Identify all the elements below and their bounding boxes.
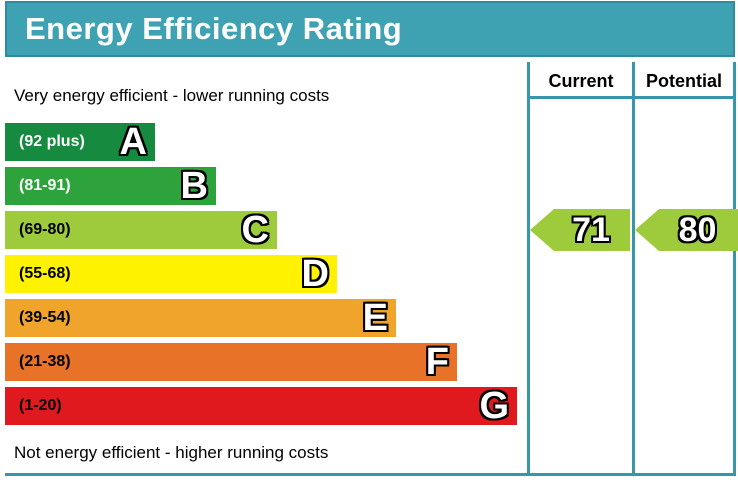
band-f-letter: F — [425, 341, 449, 383]
potential-rating-arrow: 80 — [635, 209, 738, 251]
divider-current-left — [527, 62, 530, 476]
chart-title: Energy Efficiency Rating — [25, 11, 403, 46]
band-c-range: (69-80) — [19, 221, 71, 238]
divider-potential-left — [632, 62, 635, 476]
caption-very-efficient: Very energy efficient - lower running co… — [14, 86, 330, 105]
band-a-range: (92 plus) — [19, 133, 85, 150]
chart-title-bar: Energy Efficiency Rating — [5, 1, 735, 57]
divider-right-border — [733, 62, 736, 476]
band-a: (92 plus) A — [5, 123, 155, 161]
column-header-current: Current — [548, 70, 614, 91]
band-b-range: (81-91) — [19, 177, 71, 194]
divider-header-bottom — [527, 96, 736, 99]
band-e-range: (39-54) — [19, 309, 71, 326]
band-e-letter: E — [362, 297, 388, 339]
band-b: (81-91) B — [5, 167, 216, 205]
band-a-letter: A — [119, 121, 147, 163]
current-rating-arrow: 71 — [530, 209, 630, 251]
band-e: (39-54) E — [5, 299, 396, 337]
band-d: (55-68) D — [5, 255, 337, 293]
divider-chart-bottom — [5, 473, 736, 476]
band-d-letter: D — [301, 253, 329, 295]
caption-not-efficient: Not energy efficient - higher running co… — [14, 443, 329, 462]
band-g: (1-20) G — [5, 387, 517, 425]
column-header-potential: Potential — [645, 70, 722, 91]
band-g-range: (1-20) — [19, 397, 62, 414]
band-c: (69-80) C — [5, 211, 277, 249]
potential-rating-value: 80 — [678, 210, 717, 249]
band-g-letter: G — [479, 385, 509, 427]
band-f: (21-38) F — [5, 343, 457, 381]
current-rating-value: 71 — [572, 210, 610, 249]
band-d-range: (55-68) — [19, 265, 71, 282]
band-c-letter: C — [241, 209, 269, 251]
band-b-letter: B — [180, 165, 208, 207]
band-f-range: (21-38) — [19, 353, 71, 370]
